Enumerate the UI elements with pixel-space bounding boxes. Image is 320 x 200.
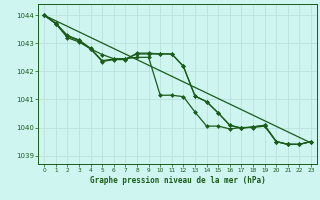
X-axis label: Graphe pression niveau de la mer (hPa): Graphe pression niveau de la mer (hPa)	[90, 176, 266, 185]
